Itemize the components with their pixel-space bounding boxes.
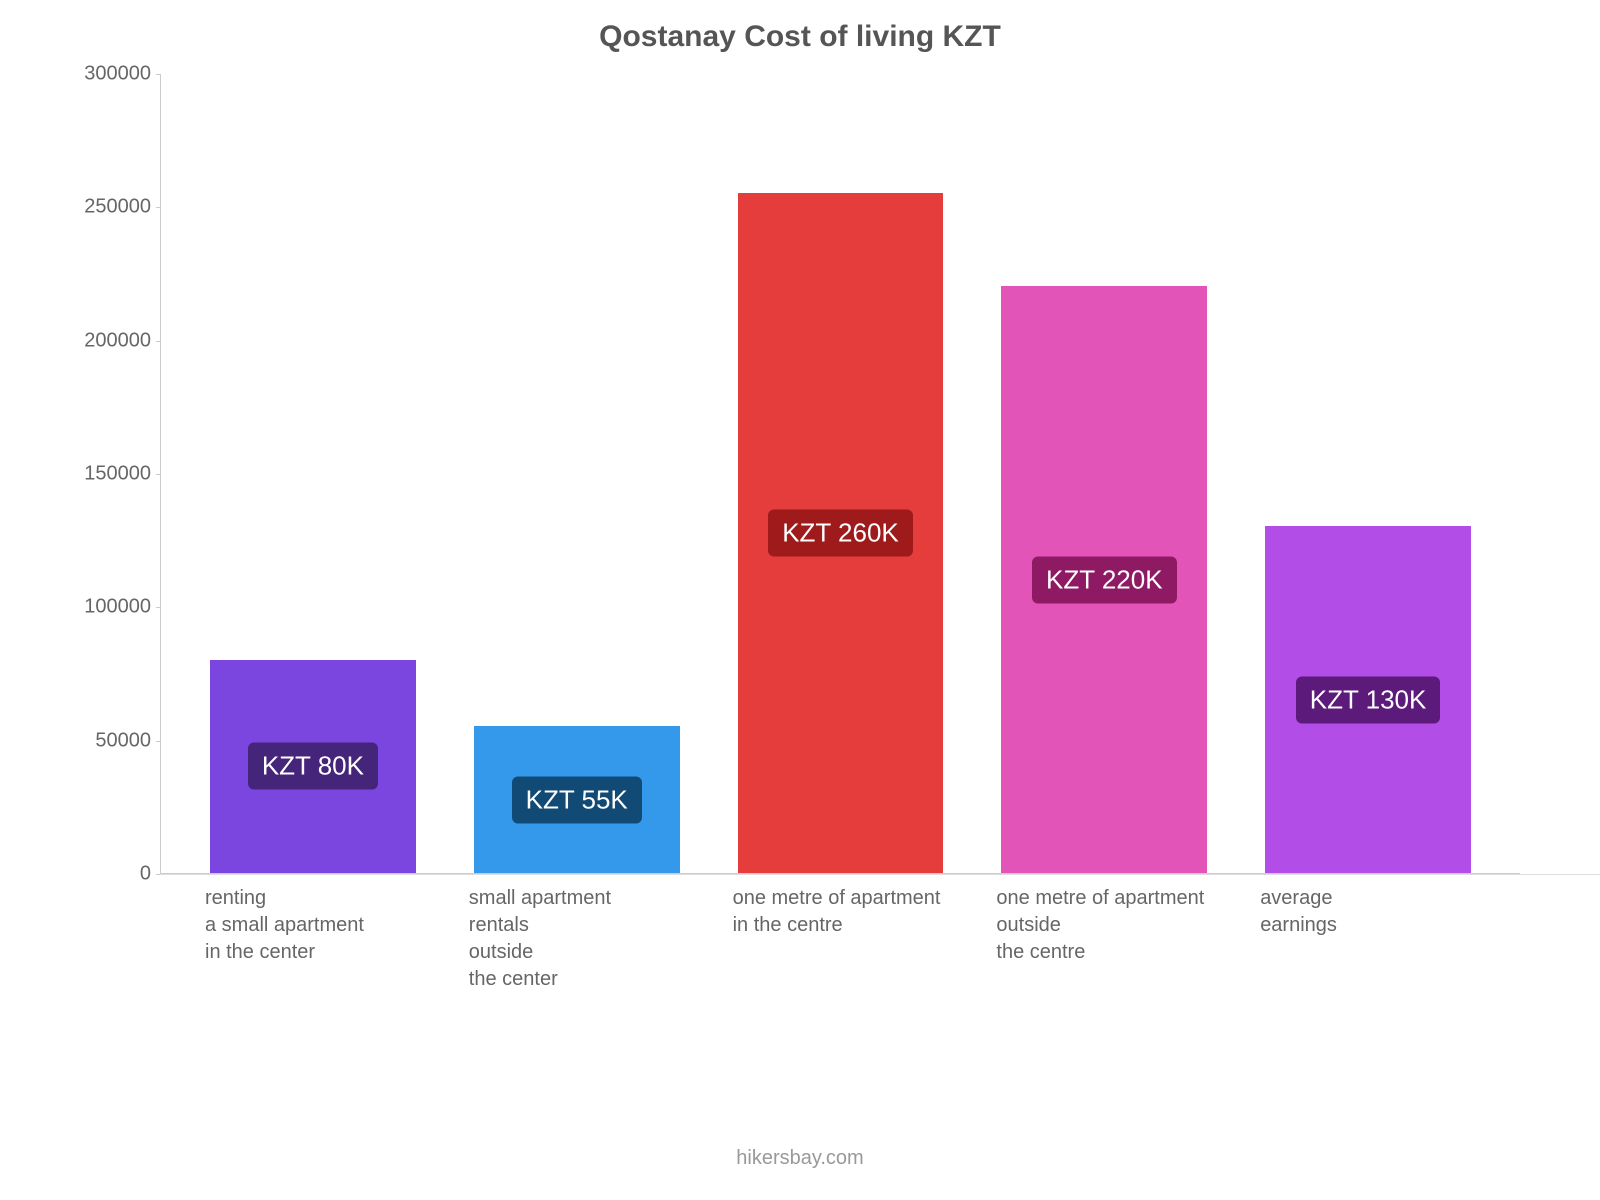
y-tick-mark xyxy=(156,74,161,75)
bar: KZT 55K xyxy=(474,726,680,873)
x-axis-label: one metre of apartmentoutsidethe centre xyxy=(972,885,1236,993)
bar-value-label: KZT 55K xyxy=(512,776,642,823)
bar-slot: KZT 55K xyxy=(445,74,709,873)
bar-value-label: KZT 220K xyxy=(1032,556,1177,603)
y-tick-label: 250000 xyxy=(71,196,151,219)
y-tick-mark xyxy=(156,207,161,208)
plot-area: KZT 80KKZT 55KKZT 260KKZT 220KKZT 130K r… xyxy=(160,74,1520,874)
bar-slot: KZT 220K xyxy=(972,74,1236,873)
y-tick-label: 0 xyxy=(71,863,151,886)
x-axis-label: rentinga small apartmentin the center xyxy=(181,885,445,993)
bar-value-label: KZT 130K xyxy=(1296,676,1441,723)
attribution-text: hikersbay.com xyxy=(0,1147,1600,1170)
chart-title: Qostanay Cost of living KZT xyxy=(60,20,1540,54)
y-tick-label: 50000 xyxy=(71,729,151,752)
y-tick-label: 300000 xyxy=(71,63,151,86)
bar: KZT 80K xyxy=(210,660,416,873)
y-tick-mark xyxy=(156,474,161,475)
bar-value-label: KZT 260K xyxy=(768,510,913,557)
x-axis-labels: rentinga small apartmentin the centersma… xyxy=(161,873,1520,993)
y-tick-mark xyxy=(156,607,161,608)
chart-container: Qostanay Cost of living KZT KZT 80K KZT 5… xyxy=(60,20,1540,1120)
y-tick-label: 200000 xyxy=(71,329,151,352)
y-tick-label: 100000 xyxy=(71,596,151,619)
bars-row: KZT 80K KZT 55K KZT 260K KZT 220K KZT 130K xyxy=(161,74,1520,873)
x-axis-label: small apartmentrentalsoutsidethe center xyxy=(445,885,709,993)
bar-slot: KZT 80K xyxy=(181,74,445,873)
baseline-extension xyxy=(160,874,1600,875)
bar: KZT 130K xyxy=(1265,526,1471,873)
bar: KZT 220K xyxy=(1001,286,1207,873)
x-axis-label: averageearnings xyxy=(1236,885,1500,993)
y-tick-label: 150000 xyxy=(71,463,151,486)
bar: KZT 260K xyxy=(738,193,944,873)
y-tick-mark xyxy=(156,341,161,342)
y-tick-mark xyxy=(156,741,161,742)
x-axis-label: one metre of apartmentin the centre xyxy=(709,885,973,993)
bar-value-label: KZT 80K xyxy=(248,743,378,790)
bar-slot: KZT 130K xyxy=(1236,74,1500,873)
bar-slot: KZT 260K xyxy=(709,74,973,873)
